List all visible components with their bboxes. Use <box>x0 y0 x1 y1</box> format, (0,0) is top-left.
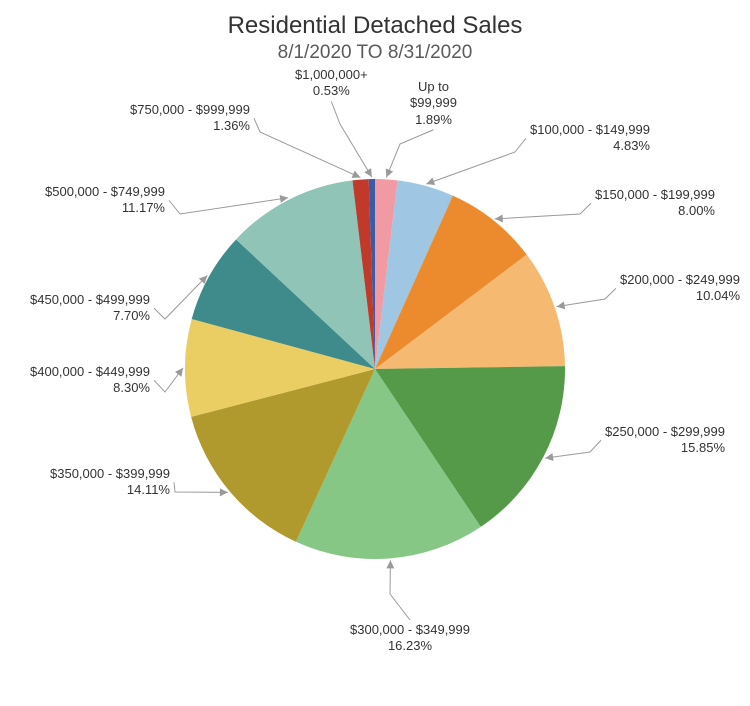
slice-label: Up to$99,9991.89% <box>410 79 457 128</box>
leader-line <box>174 482 228 492</box>
leader-line <box>390 560 410 620</box>
chart-subtitle: 8/1/2020 TO 8/31/2020 <box>0 42 750 64</box>
pie-chart: Up to$99,9991.89% $100,000 - $149,9994.83… <box>0 64 750 684</box>
slice-label: $350,000 - $399,99914.11% <box>50 466 170 499</box>
leader-arrowhead <box>557 301 566 309</box>
slice-label: $200,000 - $249,99910.04% <box>620 272 740 305</box>
slice-label: $500,000 - $749,99911.17% <box>45 184 165 217</box>
leader-arrowhead <box>220 488 228 496</box>
leader-arrowhead <box>495 214 503 222</box>
chart-title: Residential Detached Sales <box>0 12 750 40</box>
leader-arrowhead <box>364 168 372 177</box>
leader-arrowhead <box>175 368 183 377</box>
slice-label: $150,000 - $199,9998.00% <box>595 187 715 220</box>
leader-arrowhead <box>386 560 394 568</box>
slice-label: $300,000 - $349,99916.23% <box>350 622 470 655</box>
slice-label: $450,000 - $499,9997.70% <box>30 292 150 325</box>
slice-label: $750,000 - $999,9991.36% <box>130 102 250 135</box>
leader-line <box>557 288 616 306</box>
leader-line <box>254 118 360 177</box>
slice-label: $250,000 - $299,99915.85% <box>605 424 725 457</box>
leader-line <box>386 130 433 178</box>
leader-line <box>545 440 601 458</box>
slice-label: $400,000 - $449,9998.30% <box>30 364 150 397</box>
slice-label: $100,000 - $149,9994.83% <box>530 122 650 155</box>
leader-line <box>331 102 371 178</box>
leader-arrowhead <box>545 453 553 461</box>
leader-line <box>426 138 526 184</box>
leader-line <box>495 203 591 219</box>
slice-label: $1,000,000+0.53% <box>295 67 368 100</box>
